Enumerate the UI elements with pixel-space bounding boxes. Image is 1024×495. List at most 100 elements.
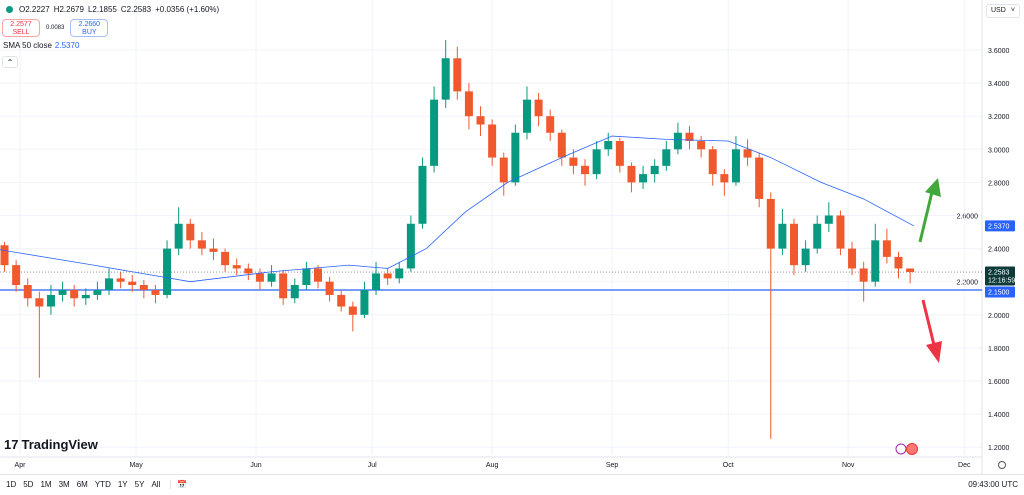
sma-value: 2.5370 [54, 41, 80, 50]
range-6m[interactable]: 6M [76, 479, 88, 489]
candle-body [511, 132, 520, 183]
candle-body [337, 294, 346, 307]
y-tick-label: 1.4000 [988, 412, 1010, 419]
candle-body [360, 289, 369, 315]
candle-body [581, 165, 590, 175]
candle-body [534, 99, 543, 117]
range-1y[interactable]: 1Y [117, 479, 128, 489]
y-tick-label: 1.6000 [988, 379, 1010, 386]
x-tick-label: Nov [842, 462, 855, 469]
y-tick-label: 2.4000 [988, 247, 1010, 254]
range-ytd[interactable]: YTD [94, 479, 111, 489]
candle-body [186, 223, 195, 241]
candle-body [708, 149, 717, 175]
sma-price-label-text: 2.5370 [988, 223, 1010, 230]
candle-body [163, 248, 172, 295]
chevron-up-icon: ⌃ [6, 58, 14, 67]
x-tick-label: Aug [486, 462, 499, 469]
support-price-label: 2.1500 [985, 286, 1015, 298]
sell-price: 2.2577 [10, 21, 32, 28]
x-tick-label: Apr [15, 462, 27, 469]
support-price-label-bg [985, 286, 1015, 298]
candle-body [383, 273, 392, 279]
y-tick-label: 3.0000 [988, 147, 1010, 154]
range-1d[interactable]: 1D [6, 479, 17, 489]
candle-body [81, 294, 90, 299]
candle-body [766, 198, 775, 249]
y-tick-label: 3.6000 [988, 48, 1010, 55]
candle-body [546, 116, 555, 133]
candle-body [522, 99, 531, 133]
chevron-down-icon: ˅ [1010, 7, 1015, 14]
collapse-legend-button[interactable]: ⌃ [2, 56, 18, 68]
candle-body [627, 165, 636, 183]
sell-label: SELL [12, 29, 30, 36]
arrow-up-shaft [918, 191, 934, 243]
candle-body [453, 58, 462, 92]
candle-body [70, 289, 79, 299]
range-1m[interactable]: 1M [40, 479, 52, 489]
range-3m[interactable]: 3M [58, 479, 70, 489]
clock[interactable]: 09:43:00 UTC [968, 480, 1018, 489]
candle-body [255, 273, 264, 282]
arrow-down-head [926, 341, 942, 363]
candle-body [151, 289, 160, 295]
legend-close: C2.2583 [120, 5, 152, 14]
market-status-icon [6, 6, 13, 13]
currency-label: USD [991, 7, 1006, 14]
candle-body [302, 268, 311, 286]
candle-body [685, 132, 694, 142]
candle-body [58, 289, 67, 295]
event-flag-icon [906, 443, 918, 455]
price-chart[interactable]: 3.6000 3.4000 3.2000 3.0000 2.8000 2.6000 2.40… [0, 0, 1024, 474]
candle-body [488, 124, 497, 158]
candle-body [372, 273, 381, 290]
range-5y[interactable]: 5Y [134, 479, 145, 489]
y-tick-label: 3.4000 [988, 81, 1010, 88]
arrow-up-head [925, 178, 941, 197]
y-tick-label: 2.6000 [957, 214, 979, 221]
event-lightning-icon [895, 443, 907, 455]
sma-name: SMA 50 close [3, 41, 52, 50]
currency-select[interactable]: USD ˅ [986, 4, 1020, 18]
candle-body [569, 157, 578, 166]
bottom-toolbar: 1D 5D 1M 3M 6M YTD 1Y 5Y All 📅 09:43:00 UTC [0, 474, 1024, 493]
arrow-up-annotation [918, 178, 941, 243]
candle-body [464, 91, 473, 117]
buy-button[interactable]: 2.2660 BUY [70, 19, 109, 37]
candle-body [406, 223, 415, 269]
candle-body [93, 289, 102, 295]
candle-body [848, 248, 857, 269]
x-tick-label: Oct [723, 462, 734, 469]
candle-body [23, 285, 32, 299]
candle-body [290, 285, 299, 299]
candle-body [813, 223, 822, 249]
candle-body [0, 245, 9, 266]
tradingview-logo[interactable]: 17 TradingView [4, 437, 98, 452]
legend-high: H2.2679 [53, 5, 84, 14]
candle-body [476, 116, 485, 125]
range-all[interactable]: All [151, 479, 161, 489]
candle-body [894, 256, 903, 269]
candle-body [128, 281, 137, 286]
date-range-calendar-icon[interactable]: 📅 [170, 479, 187, 489]
candle-body [801, 248, 810, 266]
sma-legend[interactable]: SMA 50 close 2.5370 [3, 41, 79, 50]
arrow-down-shaft [921, 299, 936, 346]
candle-body [197, 240, 206, 249]
legend-low: L2.1855 [87, 5, 117, 14]
candle-body [221, 251, 230, 266]
candle-body [731, 149, 740, 183]
range-5d[interactable]: 5D [23, 479, 34, 489]
y-tick-label: 1.2000 [988, 445, 1010, 452]
last-price-label-bg [985, 266, 1015, 286]
candle-body [313, 268, 322, 282]
candle-body [662, 149, 671, 166]
candle-body [105, 278, 114, 290]
candle-body [209, 248, 218, 252]
candle-body [697, 141, 706, 150]
buy-price: 2.2660 [78, 21, 101, 28]
last-price-label-text: 2.2583 [988, 270, 1010, 277]
sell-button[interactable]: 2.2577 SELL [2, 19, 40, 37]
candle-body [639, 174, 648, 183]
